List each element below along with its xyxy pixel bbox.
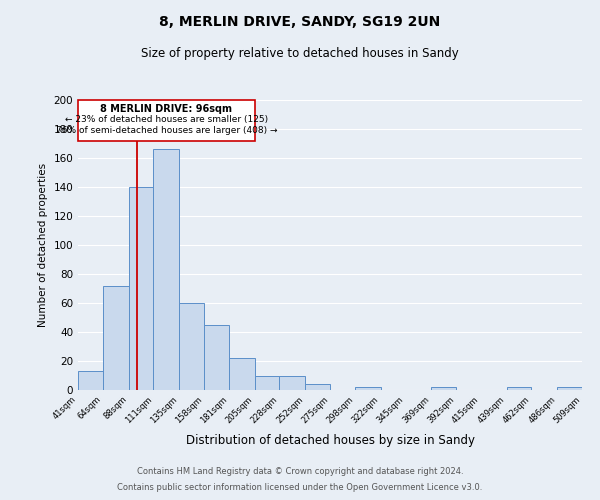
Bar <box>154 150 179 390</box>
Bar <box>103 286 128 390</box>
Bar <box>204 325 229 390</box>
Bar <box>557 387 582 390</box>
Text: 76% of semi-detached houses are larger (408) →: 76% of semi-detached houses are larger (… <box>56 126 277 135</box>
Bar <box>280 376 305 390</box>
Text: 8 MERLIN DRIVE: 96sqm: 8 MERLIN DRIVE: 96sqm <box>100 104 232 114</box>
FancyBboxPatch shape <box>78 100 254 140</box>
Bar <box>305 384 330 390</box>
Bar <box>179 303 204 390</box>
Bar <box>355 387 380 390</box>
X-axis label: Distribution of detached houses by size in Sandy: Distribution of detached houses by size … <box>185 434 475 446</box>
Text: Size of property relative to detached houses in Sandy: Size of property relative to detached ho… <box>141 48 459 60</box>
Bar <box>254 376 280 390</box>
Bar <box>506 387 532 390</box>
Text: 8, MERLIN DRIVE, SANDY, SG19 2UN: 8, MERLIN DRIVE, SANDY, SG19 2UN <box>160 15 440 29</box>
Text: Contains HM Land Registry data © Crown copyright and database right 2024.: Contains HM Land Registry data © Crown c… <box>137 467 463 476</box>
Bar <box>78 371 103 390</box>
Bar <box>229 358 254 390</box>
Y-axis label: Number of detached properties: Number of detached properties <box>38 163 48 327</box>
Text: ← 23% of detached houses are smaller (125): ← 23% of detached houses are smaller (12… <box>65 114 268 124</box>
Bar <box>431 387 456 390</box>
Bar <box>128 187 154 390</box>
Text: Contains public sector information licensed under the Open Government Licence v3: Contains public sector information licen… <box>118 484 482 492</box>
